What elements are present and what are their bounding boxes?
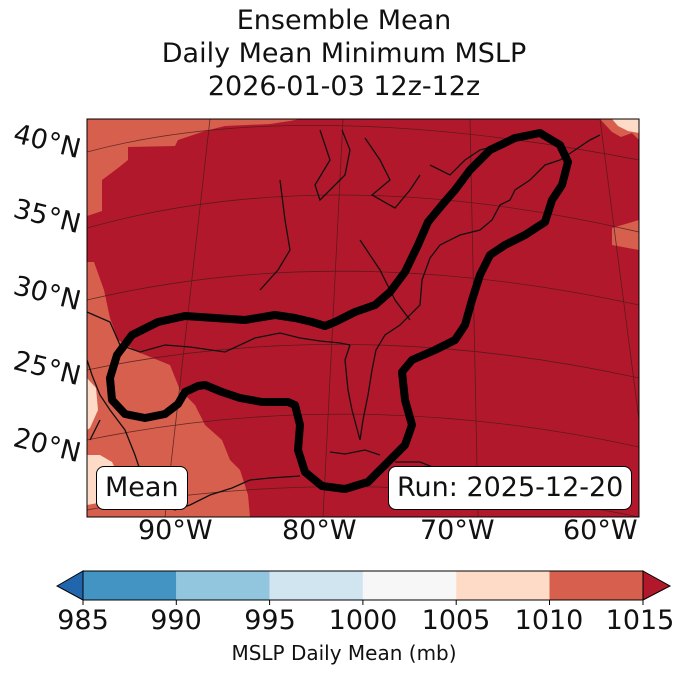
title-line-1: Ensemble Mean — [236, 5, 452, 36]
colorbar-tick-1005: 1005 — [421, 605, 491, 636]
mslp-1000-1005-patch-ne — [612, 119, 639, 133]
colorbar-segment-985-990 — [83, 571, 177, 600]
mean-label-box: Mean — [96, 466, 188, 510]
lon-label-80w: 80°W — [282, 515, 357, 546]
title-line-2: Daily Mean Minimum MSLP — [161, 38, 527, 69]
colorbar-segment-1010-1015 — [549, 571, 643, 600]
colorbar-segment-995-1000 — [269, 571, 363, 600]
colorbar-label: MSLP Daily Mean (mb) — [231, 641, 457, 665]
mslp-1000-1005-patch-w — [87, 378, 98, 430]
colorbar-tick-995: 995 — [244, 605, 296, 636]
colorbar-tick-1000: 1000 — [328, 605, 398, 636]
title-line-3: 2026-01-03 12z-12z — [207, 71, 481, 102]
run-label-box: Run: 2025-12-20 — [388, 466, 633, 510]
lon-label-90w: 90°W — [138, 515, 213, 546]
contour-1010 — [106, 129, 572, 493]
colorbar-tick-1015: 1015 — [605, 605, 675, 636]
colorbar-tick-1010: 1010 — [514, 605, 584, 636]
colorbar-segment-990-995 — [176, 571, 270, 600]
colorbar-segment-1005-1010 — [456, 571, 550, 600]
mslp-1010-1015-region — [87, 119, 639, 517]
colorbar-tick-990: 990 — [150, 605, 202, 636]
lon-label-70w: 70°W — [420, 515, 495, 546]
colorbar-under-arrow — [55, 570, 84, 601]
colorbar-tick-985: 985 — [57, 605, 109, 636]
colorbar-segment-1000-1005 — [362, 571, 457, 600]
lon-label-60w: 60°W — [563, 515, 638, 546]
colorbar-over-arrow — [642, 570, 672, 601]
